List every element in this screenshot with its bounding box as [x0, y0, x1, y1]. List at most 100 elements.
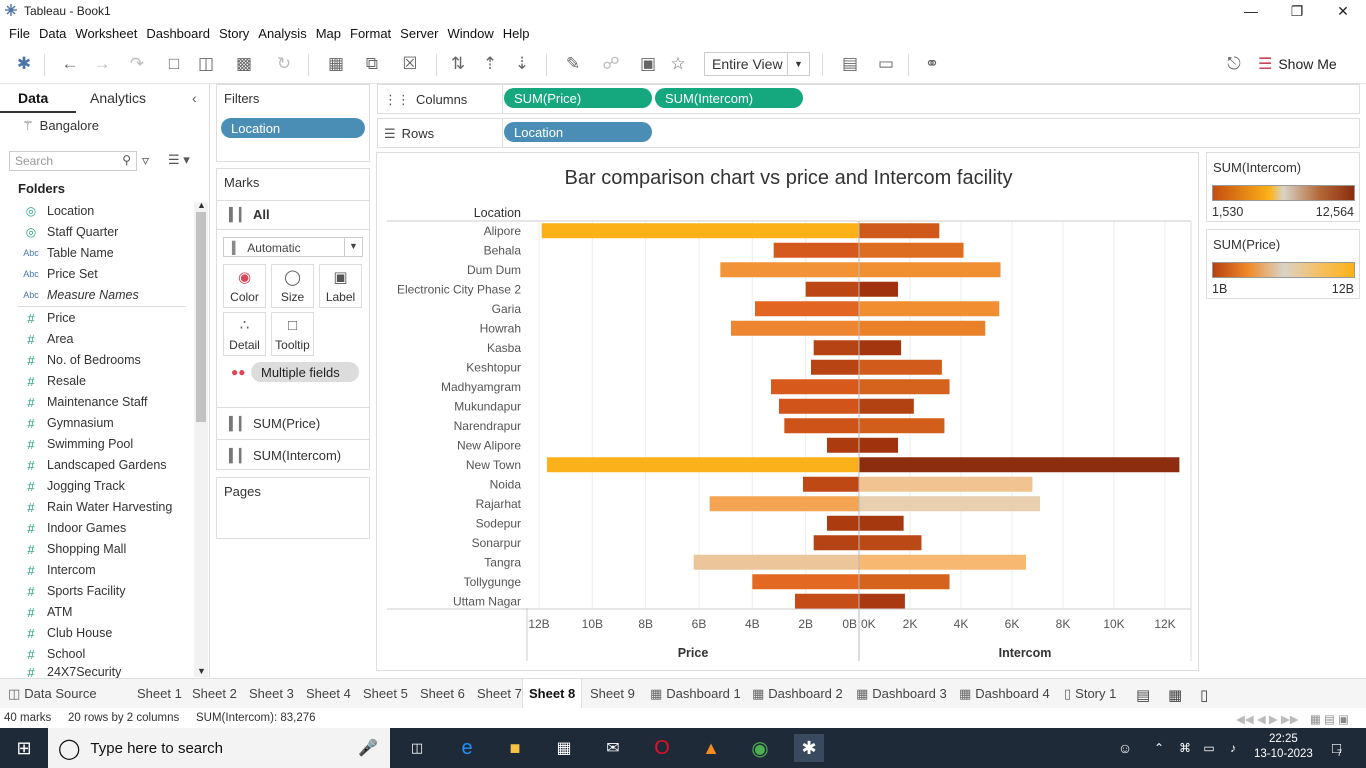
field-sports-facility[interactable]: # Sports Facility	[22, 582, 125, 600]
marks-tab-sum-price[interactable]: ▍▎ SUM(Price)	[217, 407, 369, 439]
field-gymnasium[interactable]: # Gymnasium	[22, 414, 113, 432]
sheet-tab-sheet-6[interactable]: Sheet 6	[420, 686, 465, 701]
sheet-tab-sheet-7[interactable]: Sheet 7	[477, 686, 522, 701]
fit-dropdown[interactable]: Entire View ▼	[704, 52, 810, 76]
field-maintenance-staff[interactable]: # Maintenance Staff	[22, 393, 147, 411]
show-me-button[interactable]: ☰ Show Me	[1258, 56, 1337, 73]
volume-icon[interactable]: ♪	[1230, 741, 1236, 755]
menu-server[interactable]: Server	[400, 25, 439, 41]
sheet-tab-sheet-9[interactable]: Sheet 9	[590, 686, 635, 701]
field-area[interactable]: # Area	[22, 330, 73, 348]
file-explorer-icon[interactable]: ■	[509, 737, 521, 758]
field-price-set[interactable]: Abc Price Set	[23, 267, 98, 281]
search-input[interactable]: Search ⚲	[9, 151, 137, 171]
tab-data[interactable]: Data	[18, 90, 49, 106]
undo-icon[interactable]: ←	[61, 54, 79, 73]
pause-updates-icon[interactable]: ▩	[235, 54, 253, 73]
sheet-sorter-icon[interactable]: ▦ ▤ ▣	[1310, 714, 1349, 726]
duplicate-icon[interactable]: ⧉	[365, 54, 379, 73]
pages-card[interactable]: Pages	[216, 477, 370, 539]
chart-canvas[interactable]: Location Alipore Behala Dum Dum Electronic C…	[377, 153, 1200, 672]
field-rain-water-harvesting[interactable]: # Rain Water Harvesting	[22, 498, 172, 516]
field-jogging-track[interactable]: # Jogging Track	[22, 477, 124, 495]
menu-analysis[interactable]: Analysis	[258, 25, 307, 41]
new-dashboard-tab-icon[interactable]: ▦	[1168, 687, 1183, 704]
menu-window[interactable]: Window	[447, 25, 494, 41]
field-location[interactable]: ◎ Location	[22, 202, 95, 220]
tab-analytics[interactable]: Analytics	[90, 90, 147, 106]
group-icon[interactable]: ☍	[602, 54, 620, 73]
edge-icon[interactable]: e	[461, 736, 473, 759]
chrome-icon[interactable]: ◉	[751, 737, 769, 760]
marks-all-tab[interactable]: ▍▎ All	[217, 200, 369, 230]
clear-sheet-icon[interactable]: ☒	[402, 54, 418, 73]
collapse-pane-icon[interactable]: ‹	[192, 90, 197, 106]
redo-icon[interactable]: →	[93, 54, 111, 73]
sheet-tab-dashboard-3[interactable]: ▦ Dashboard 3	[856, 686, 947, 701]
network-icon[interactable]: ⌘	[1179, 741, 1191, 755]
menu-worksheet[interactable]: Worksheet	[75, 25, 138, 41]
field-atm[interactable]: # ATM	[22, 603, 72, 621]
presentation-mode-icon[interactable]: ▭	[877, 54, 895, 73]
detail-button[interactable]: ∴ Detail	[223, 312, 266, 356]
new-worksheet-icon[interactable]: ▦	[327, 54, 345, 73]
show-cards-icon[interactable]: ▤	[841, 54, 859, 73]
tableau-taskbar-icon[interactable]: ✱	[794, 734, 824, 762]
scroll-up-icon[interactable]: ▲	[197, 200, 206, 210]
new-data-source-icon[interactable]: ◫	[197, 54, 215, 73]
column-pill-sum-price[interactable]: SUM(Price)	[504, 88, 652, 108]
minimize-button[interactable]: —	[1244, 3, 1258, 19]
filter-pill-location[interactable]: Location	[221, 118, 365, 138]
sheet-tab-dashboard-2[interactable]: ▦ Dashboard 2	[752, 686, 843, 701]
field-no-of-bedrooms[interactable]: # No. of Bedrooms	[22, 351, 140, 369]
menu-file[interactable]: File	[9, 25, 30, 41]
highlight-icon[interactable]: ✎	[565, 54, 581, 73]
field-measure-names[interactable]: Abc Measure Names	[23, 288, 139, 302]
share-icon[interactable]: ⚭	[924, 54, 940, 73]
replay-icon[interactable]: ↷	[129, 54, 145, 73]
show-labels-icon[interactable]: ▣	[639, 54, 657, 73]
notifications-icon[interactable]: □ 7	[1331, 739, 1343, 759]
menu-dashboard[interactable]: Dashboard	[146, 25, 210, 41]
swap-icon[interactable]: ⇅	[450, 54, 466, 73]
tooltip-button[interactable]: □ Tooltip	[271, 312, 314, 356]
rows-shelf[interactable]: ☰ Rows Location	[377, 118, 1360, 148]
field-resale[interactable]: # Resale	[22, 372, 86, 390]
field-staff-quarter[interactable]: ◎ Staff Quarter	[22, 223, 119, 241]
maximize-button[interactable]: ❐	[1290, 2, 1304, 19]
menu-data[interactable]: Data	[38, 25, 67, 41]
new-story-tab-icon[interactable]: ▯	[1200, 687, 1209, 704]
system-clock[interactable]: 22:25 13-10-2023	[1254, 733, 1313, 760]
refresh-icon[interactable]: ↻	[276, 54, 292, 73]
column-pill-sum-intercom[interactable]: SUM(Intercom)	[655, 88, 803, 108]
sort-descending-icon[interactable]: ⇣	[514, 54, 530, 73]
sheet-tab-sheet-3[interactable]: Sheet 3	[249, 686, 294, 701]
sort-ascending-icon[interactable]: ⇡	[482, 54, 498, 73]
sheet-tab-sheet-1[interactable]: Sheet 1	[137, 686, 182, 701]
data-source-tab[interactable]: ◫ Data Source	[8, 686, 97, 701]
sheet-tab-story-1[interactable]: ▯ Story 1	[1064, 686, 1117, 701]
format-painter-icon[interactable]: ⎋	[1227, 54, 1241, 73]
sheet-tab-dashboard-1[interactable]: ▦ Dashboard 1	[650, 686, 741, 701]
legend-sum-price[interactable]: SUM(Price) 1B 12B	[1206, 229, 1360, 299]
windows-start-icon[interactable]: ⊞	[16, 737, 32, 758]
legend-sum-intercom[interactable]: SUM(Intercom) 1,530 12,564	[1206, 152, 1360, 222]
columns-shelf[interactable]: ⋮⋮ Columns SUM(Price) SUM(Intercom)	[377, 84, 1360, 114]
mail-icon[interactable]: ✉	[606, 740, 620, 757]
vlc-icon[interactable]: ▲	[702, 737, 720, 758]
store-icon[interactable]: ▦	[556, 740, 572, 757]
label-button[interactable]: ▣ Label	[319, 264, 362, 308]
close-button[interactable]: ✕	[1337, 2, 1349, 19]
view-options-icon[interactable]: ☰ ▾	[168, 152, 190, 167]
sheet-nav-icon[interactable]: ◀◀ ◀ ▶ ▶▶	[1236, 714, 1299, 726]
filter-icon[interactable]: ▿	[142, 152, 150, 168]
save-icon[interactable]: □	[168, 54, 180, 73]
fix-axes-icon[interactable]: ☆	[670, 54, 686, 73]
taskbar-search-input[interactable]: ◯ Type here to search 🎤	[48, 728, 390, 768]
sheet-tab-sheet-4[interactable]: Sheet 4	[306, 686, 351, 701]
battery-icon[interactable]: ▭	[1203, 741, 1215, 755]
field-shopping-mall[interactable]: # Shopping Mall	[22, 540, 126, 558]
field-swimming-pool[interactable]: # Swimming Pool	[22, 435, 133, 453]
size-button[interactable]: ◯ Size	[271, 264, 314, 308]
field-indoor-games[interactable]: # Indoor Games	[22, 519, 126, 537]
